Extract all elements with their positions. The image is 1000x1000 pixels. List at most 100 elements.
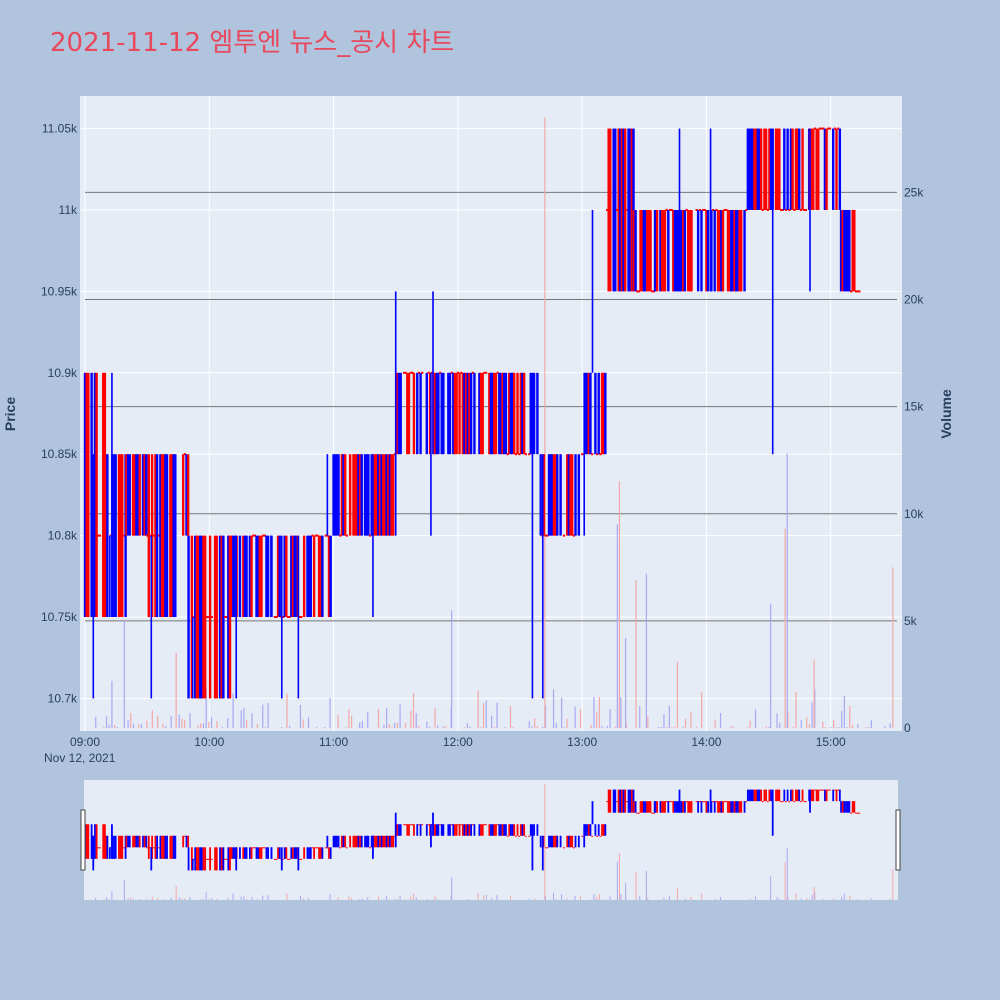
slider-candle xyxy=(164,835,167,859)
slider-candle xyxy=(715,801,718,803)
candle xyxy=(200,535,204,699)
range-slider-background[interactable] xyxy=(84,780,898,900)
slider-candle xyxy=(599,835,602,837)
price-layer xyxy=(83,127,861,699)
slider-candle xyxy=(465,824,468,836)
candle xyxy=(504,372,508,455)
slider-candle xyxy=(113,835,115,859)
slider-candle xyxy=(442,824,445,836)
slider-candle xyxy=(191,858,194,871)
slider-candle xyxy=(629,789,632,813)
candle xyxy=(430,372,432,536)
candle xyxy=(461,372,465,455)
slider-candle xyxy=(481,824,484,836)
slider-candle xyxy=(730,801,733,813)
candle xyxy=(172,454,175,618)
candle xyxy=(815,128,818,210)
candle xyxy=(220,535,223,699)
slider-candle xyxy=(389,835,391,848)
slider-candle xyxy=(768,789,771,802)
slider-candle xyxy=(145,835,148,848)
candle xyxy=(90,372,93,618)
slider-candle xyxy=(127,835,129,848)
slider-candle xyxy=(817,789,820,802)
slider-candle xyxy=(133,835,136,848)
slider-candle xyxy=(449,824,451,836)
slider-volume-bar xyxy=(146,898,148,900)
volume-bar xyxy=(666,727,668,728)
slider-candle xyxy=(480,824,482,836)
candle xyxy=(112,454,116,618)
candle xyxy=(728,209,731,292)
slider-candle xyxy=(722,801,724,813)
slider-candle xyxy=(524,835,527,837)
range-slider-left-handle[interactable] xyxy=(80,809,86,871)
volume-bar xyxy=(528,720,530,728)
slider-volume-bar xyxy=(720,897,722,900)
candle xyxy=(731,209,735,292)
candle xyxy=(786,128,789,210)
slider-volume-bar xyxy=(645,870,647,900)
slider-candle xyxy=(280,847,283,871)
candle xyxy=(185,454,188,536)
slider-candle xyxy=(478,824,481,836)
slider-volume-bar xyxy=(426,898,428,900)
candle xyxy=(250,535,253,618)
slider-volume-bar xyxy=(299,895,301,900)
candle xyxy=(619,128,622,292)
volume-bar xyxy=(315,726,318,728)
slider-candle xyxy=(770,789,772,802)
volume-bar xyxy=(178,714,180,728)
slider-volume-bar xyxy=(106,897,108,900)
candle xyxy=(165,454,169,618)
volume-bar xyxy=(189,713,191,728)
slider-candle xyxy=(413,824,415,836)
candle xyxy=(382,454,385,536)
y2-tick-label: 5k xyxy=(904,614,918,628)
slider-volume-bar xyxy=(114,899,116,900)
candle xyxy=(798,128,801,210)
slider-candle xyxy=(735,801,738,813)
slider-volume-bar xyxy=(806,897,808,900)
slider-volume-bar xyxy=(175,885,177,900)
candle xyxy=(399,372,402,455)
candle xyxy=(796,128,799,210)
slider-candle xyxy=(458,824,461,836)
range-slider-right-handle[interactable] xyxy=(895,809,901,871)
slider-volume-bar xyxy=(359,898,361,900)
slider-candle xyxy=(248,847,251,859)
slider-candle xyxy=(452,824,455,836)
candle xyxy=(85,372,88,618)
candle xyxy=(587,372,590,455)
candle xyxy=(501,372,504,455)
slider-volume-bar xyxy=(216,898,218,900)
volume-bar xyxy=(123,620,125,728)
y2-axis-title: Volume xyxy=(938,389,954,439)
volume-bar xyxy=(787,711,789,728)
y-tick-label: 10.8k xyxy=(48,529,78,543)
volume-bar xyxy=(181,718,183,728)
slider-candle xyxy=(404,824,407,826)
slider-candle xyxy=(753,789,756,802)
slider-candle xyxy=(339,847,342,849)
slider-volume-bar xyxy=(663,897,665,900)
volume-bar xyxy=(307,717,310,728)
volume-bar xyxy=(466,723,468,728)
slider-candle xyxy=(765,789,767,802)
candle xyxy=(478,372,481,455)
candle xyxy=(622,128,625,292)
slider-volume-bar xyxy=(574,895,576,900)
slider-candle xyxy=(275,858,278,860)
slider-candle xyxy=(380,835,383,848)
candle xyxy=(213,535,217,699)
candle xyxy=(844,209,848,292)
candle xyxy=(463,372,466,455)
slider-candle xyxy=(850,812,852,814)
candle xyxy=(720,209,723,292)
slider-candle xyxy=(819,789,821,791)
candle xyxy=(771,128,774,210)
candle xyxy=(716,209,720,292)
candle xyxy=(164,454,167,618)
slider-candle xyxy=(569,835,572,848)
